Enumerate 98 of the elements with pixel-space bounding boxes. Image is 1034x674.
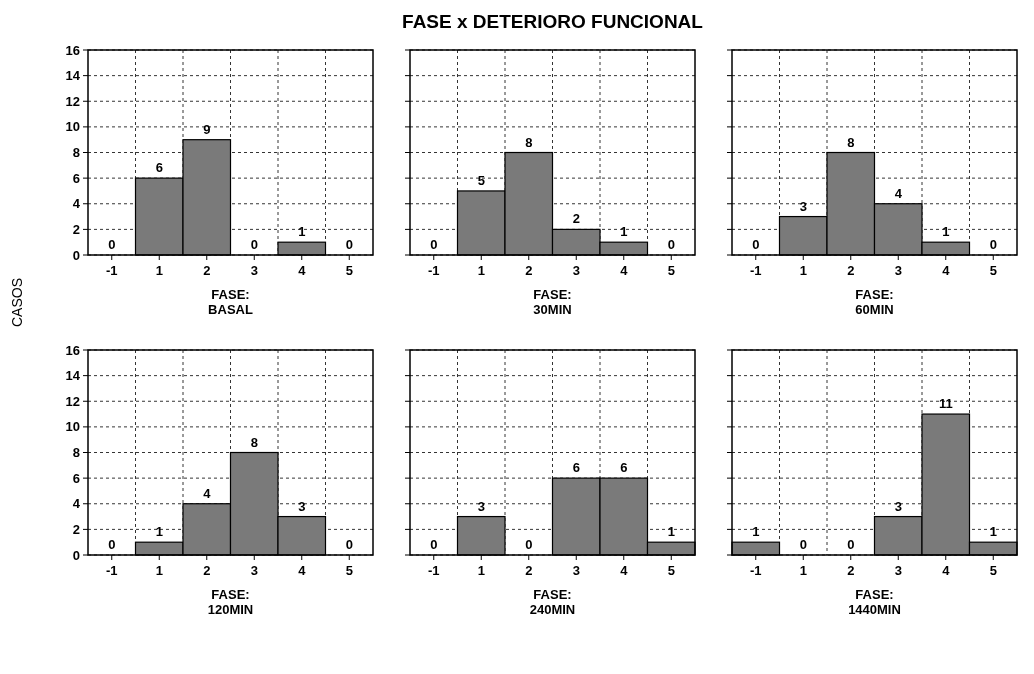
x-tick-label: 1	[799, 263, 807, 278]
x-tick-label: 1	[477, 263, 485, 278]
y-tick-label: 14	[65, 368, 81, 384]
y-tick-label: 10	[65, 119, 80, 135]
x-axis-title: FASE: 60MIN	[855, 287, 894, 317]
x-tick-label: 1	[799, 563, 807, 578]
data-label: 0	[847, 537, 855, 552]
data-label: 1	[667, 524, 675, 540]
x-tick-label: -1	[749, 263, 762, 278]
data-label: 11	[938, 396, 953, 412]
y-tick-label: 10	[65, 419, 80, 435]
y-tick-label: 16	[65, 42, 80, 58]
data-label: 4	[203, 485, 212, 501]
x-tick-label: 5	[989, 263, 997, 278]
data-label: 3	[477, 498, 485, 514]
x-tick-label: -1	[105, 563, 118, 578]
y-tick-label: 14	[65, 68, 81, 84]
y-tick-label: 8	[72, 145, 80, 161]
data-label: 6	[572, 460, 580, 476]
data-label: 0	[345, 537, 353, 552]
data-label: 1	[620, 224, 628, 240]
data-label: 1	[752, 524, 760, 540]
data-label: 3	[298, 498, 306, 514]
x-tick-label: -1	[427, 263, 440, 278]
data-label: 8	[250, 434, 258, 450]
x-tick-label: 5	[989, 563, 997, 578]
data-label: 4	[894, 185, 903, 201]
x-tick-label: 4	[298, 263, 307, 278]
data-label: 5	[477, 172, 485, 188]
x-tick-label: -1	[749, 563, 762, 578]
x-tick-label: -1	[427, 563, 440, 578]
x-tick-label: 4	[298, 563, 307, 578]
data-label: 0	[430, 537, 438, 552]
x-tick-label: 4	[620, 263, 629, 278]
x-tick-label: 1	[477, 563, 485, 578]
data-label: 0	[752, 237, 760, 252]
x-axis-title: FASE: 240MIN	[529, 587, 576, 617]
x-axis-title: FASE: BASAL	[208, 287, 253, 317]
data-label: 8	[525, 134, 533, 150]
y-tick-label: 16	[65, 342, 80, 358]
y-tick-label: 0	[72, 547, 80, 563]
data-label: 0	[108, 237, 116, 252]
data-label: 0	[989, 237, 997, 252]
y-tick-label: 4	[72, 196, 81, 212]
x-tick-label: 3	[894, 263, 902, 278]
data-label: 2	[572, 211, 580, 227]
data-label: 0	[108, 537, 116, 552]
data-label: 0	[430, 237, 438, 252]
y-tick-label: 0	[72, 247, 80, 263]
data-label: 0	[345, 237, 353, 252]
x-tick-label: 3	[250, 263, 258, 278]
data-label: 3	[894, 498, 902, 514]
data-label: 1	[989, 524, 997, 540]
y-tick-label: 8	[72, 445, 80, 461]
data-label: 1	[298, 224, 306, 240]
data-label: 6	[155, 160, 163, 176]
x-axis-title: FASE: 1440MIN	[848, 587, 901, 617]
x-tick-label: 5	[667, 263, 675, 278]
y-axis-title: CASOS	[9, 277, 25, 328]
data-label: 0	[667, 237, 675, 252]
x-tick-label: 2	[847, 563, 855, 578]
data-label: 1	[942, 224, 950, 240]
x-tick-label: -1	[105, 263, 118, 278]
x-tick-label: 2	[203, 563, 211, 578]
data-label: 1	[155, 524, 163, 540]
data-label: 0	[250, 237, 258, 252]
data-label: 8	[847, 134, 855, 150]
y-tick-label: 12	[65, 93, 80, 109]
y-tick-label: 2	[72, 521, 80, 537]
data-label: 0	[799, 537, 807, 552]
y-tick-label: 2	[72, 221, 80, 237]
x-tick-label: 2	[525, 263, 533, 278]
data-label: 0	[525, 537, 533, 552]
x-tick-label: 5	[345, 563, 353, 578]
x-tick-label: 4	[942, 563, 951, 578]
x-tick-label: 5	[345, 263, 353, 278]
x-tick-label: 3	[572, 563, 580, 578]
x-tick-label: 2	[525, 563, 533, 578]
x-tick-label: 3	[572, 263, 580, 278]
x-tick-label: 5	[667, 563, 675, 578]
x-tick-label: 1	[155, 563, 163, 578]
x-tick-label: 4	[620, 563, 629, 578]
x-tick-label: 4	[942, 263, 951, 278]
data-label: 3	[799, 198, 807, 214]
x-tick-label: 2	[203, 263, 211, 278]
x-tick-label: 3	[250, 563, 258, 578]
y-tick-label: 4	[72, 496, 81, 512]
y-tick-label: 6	[72, 170, 80, 186]
x-tick-label: 3	[894, 563, 902, 578]
y-tick-label: 6	[72, 470, 80, 486]
chart-title: FASE x DETERIORO FUNCIONAL	[402, 11, 704, 32]
x-axis-title: FASE: 120MIN	[207, 587, 254, 617]
data-label: 6	[620, 460, 628, 476]
y-tick-label: 12	[65, 393, 80, 409]
x-axis-title: FASE: 30MIN	[533, 287, 572, 317]
x-tick-label: 2	[847, 263, 855, 278]
x-tick-label: 1	[155, 263, 163, 278]
data-label: 9	[203, 121, 211, 137]
